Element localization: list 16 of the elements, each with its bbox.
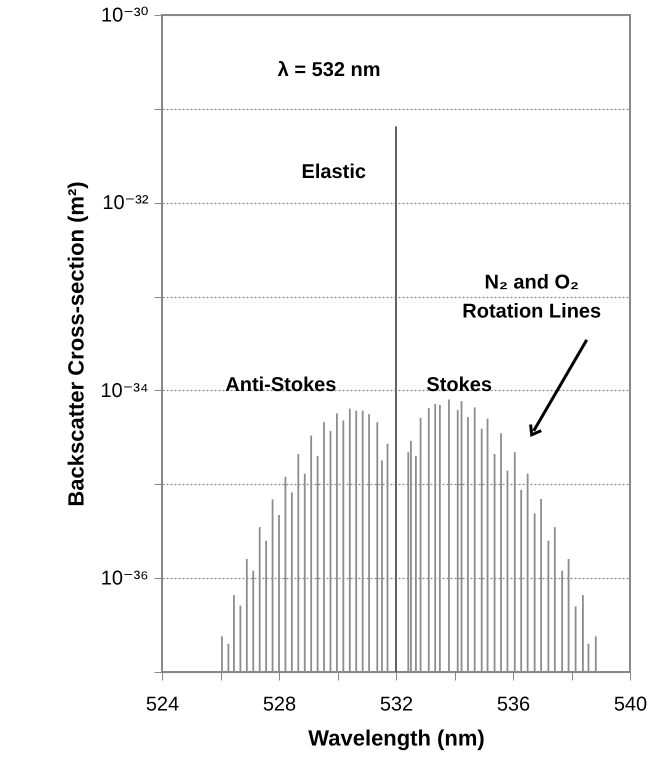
annotation: N₂ and O₂ Rotation Lines xyxy=(462,271,602,322)
annotation: Anti-Stokes xyxy=(225,374,336,396)
x-tick-label: 536 xyxy=(496,694,530,716)
x-tick-label: 528 xyxy=(262,694,296,716)
annotation: Elastic xyxy=(302,161,366,184)
y-tick-label: 10⁻³⁰ xyxy=(101,4,148,26)
x-tick-label: 524 xyxy=(146,694,180,716)
x-tick-label: 532 xyxy=(380,694,414,716)
x-axis-title: Wavelength (nm) xyxy=(308,726,485,750)
y-tick-label: 10⁻³⁶ xyxy=(100,568,148,590)
y-tick-label: 10⁻³² xyxy=(102,192,149,214)
x-tick-label: 540 xyxy=(614,694,648,716)
annotation: λ = 532 nm xyxy=(278,59,380,82)
y-axis-title: Backscatter Cross-section (m²) xyxy=(63,181,88,507)
y-tick-label: 10⁻³⁴ xyxy=(100,380,148,402)
annotation: Stokes xyxy=(426,374,492,396)
